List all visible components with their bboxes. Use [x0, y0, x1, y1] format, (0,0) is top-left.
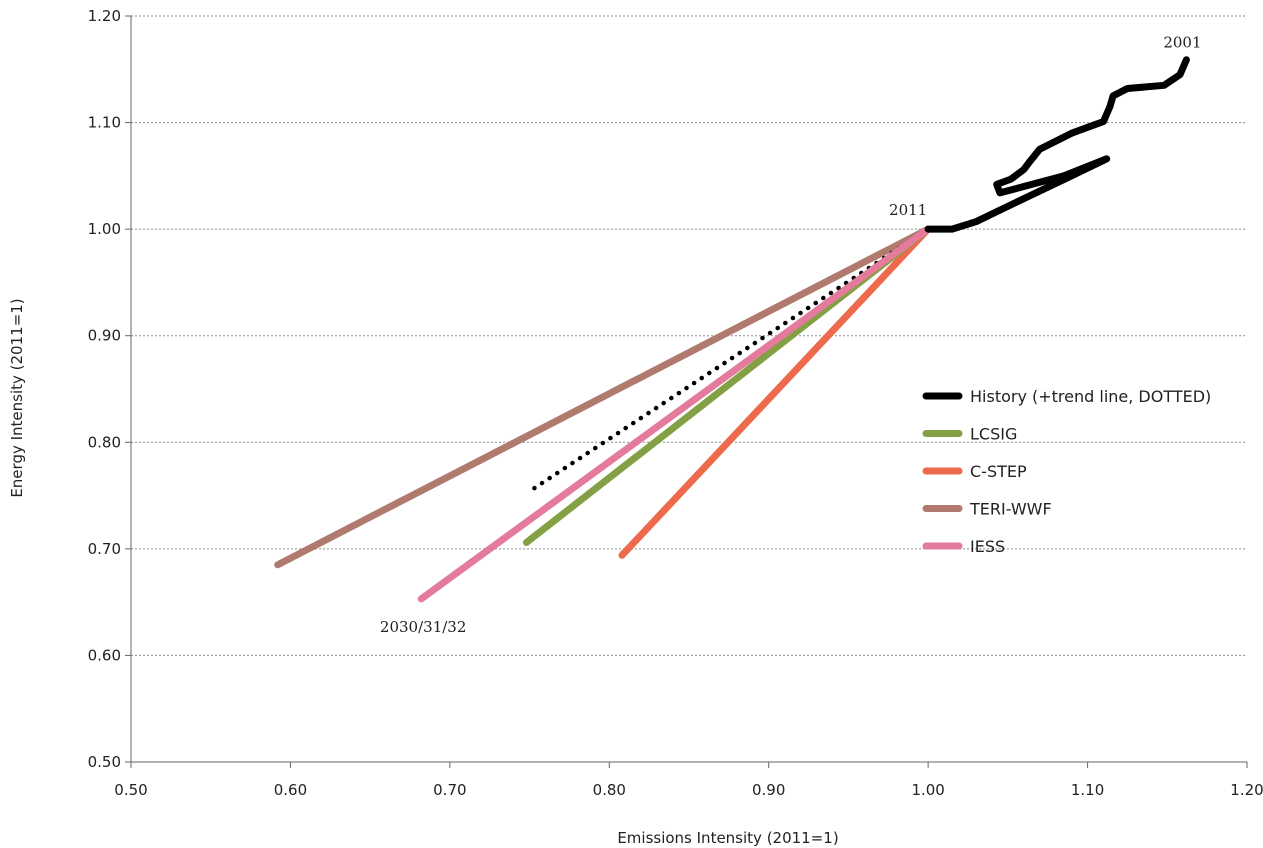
- x-tick-label: 0.70: [433, 781, 466, 799]
- series-teri-wwf: [274, 225, 932, 569]
- series-history-trend-line-dotted: [924, 56, 1190, 233]
- legend-item-lcsig: LCSIG: [922, 425, 1017, 444]
- x-tick-label: 0.90: [752, 781, 785, 799]
- legend-label: IESS: [970, 537, 1005, 556]
- legend-label: LCSIG: [970, 425, 1017, 444]
- legend-label: C-STEP: [970, 462, 1027, 481]
- y-tick-label: 0.90: [88, 327, 121, 345]
- series-c-step: [618, 225, 932, 559]
- y-axis-title: Energy Intensity (2011=1): [8, 298, 26, 497]
- annotation-2011: 2011: [889, 201, 927, 219]
- legend-label: TERI-WWF: [969, 500, 1052, 519]
- y-tick-label: 0.80: [88, 433, 121, 451]
- legend-label: History (+trend line, DOTTED): [970, 387, 1211, 406]
- x-tick-label: 0.60: [274, 781, 307, 799]
- legend: History (+trend line, DOTTED) LCSIG C-STEP…: [922, 387, 1211, 556]
- annotations: 2001 2011 2030/31/32: [380, 34, 1202, 636]
- legend-item-iess: IESS: [922, 537, 1005, 556]
- y-tick-label: 1.00: [88, 220, 121, 238]
- y-tick-label: 1.20: [88, 7, 121, 25]
- axes: 0.50 0.60 0.70 0.80 0.90 1.00 1.10 1.20 0.50 0.60…: [88, 7, 1263, 799]
- series-layer: [274, 56, 1190, 603]
- legend-item-history-trend-line-dotted: History (+trend line, DOTTED): [922, 387, 1211, 406]
- x-tick-label: 0.80: [593, 781, 626, 799]
- series-iess: [417, 225, 932, 603]
- legend-item-c-step: C-STEP: [922, 462, 1027, 481]
- annotation-2030-31-32: 2030/31/32: [380, 618, 466, 636]
- y-tick-label: 0.50: [88, 753, 121, 771]
- x-tick-label: 0.50: [114, 781, 147, 799]
- legend-item-teri-wwf: TERI-WWF: [922, 500, 1052, 519]
- x-tick-label: 1.00: [911, 781, 944, 799]
- x-tick-label: 1.20: [1230, 781, 1263, 799]
- y-tick-label: 0.60: [88, 646, 121, 664]
- annotation-2001: 2001: [1163, 34, 1201, 52]
- y-tick-label: 1.10: [88, 114, 121, 132]
- x-tick-label: 1.10: [1071, 781, 1104, 799]
- series-history-trend-dotted: [532, 226, 931, 491]
- grid: [131, 15, 1247, 656]
- y-tick-label: 0.70: [88, 540, 121, 558]
- x-axis-title: Emissions Intensity (2011=1): [617, 829, 838, 847]
